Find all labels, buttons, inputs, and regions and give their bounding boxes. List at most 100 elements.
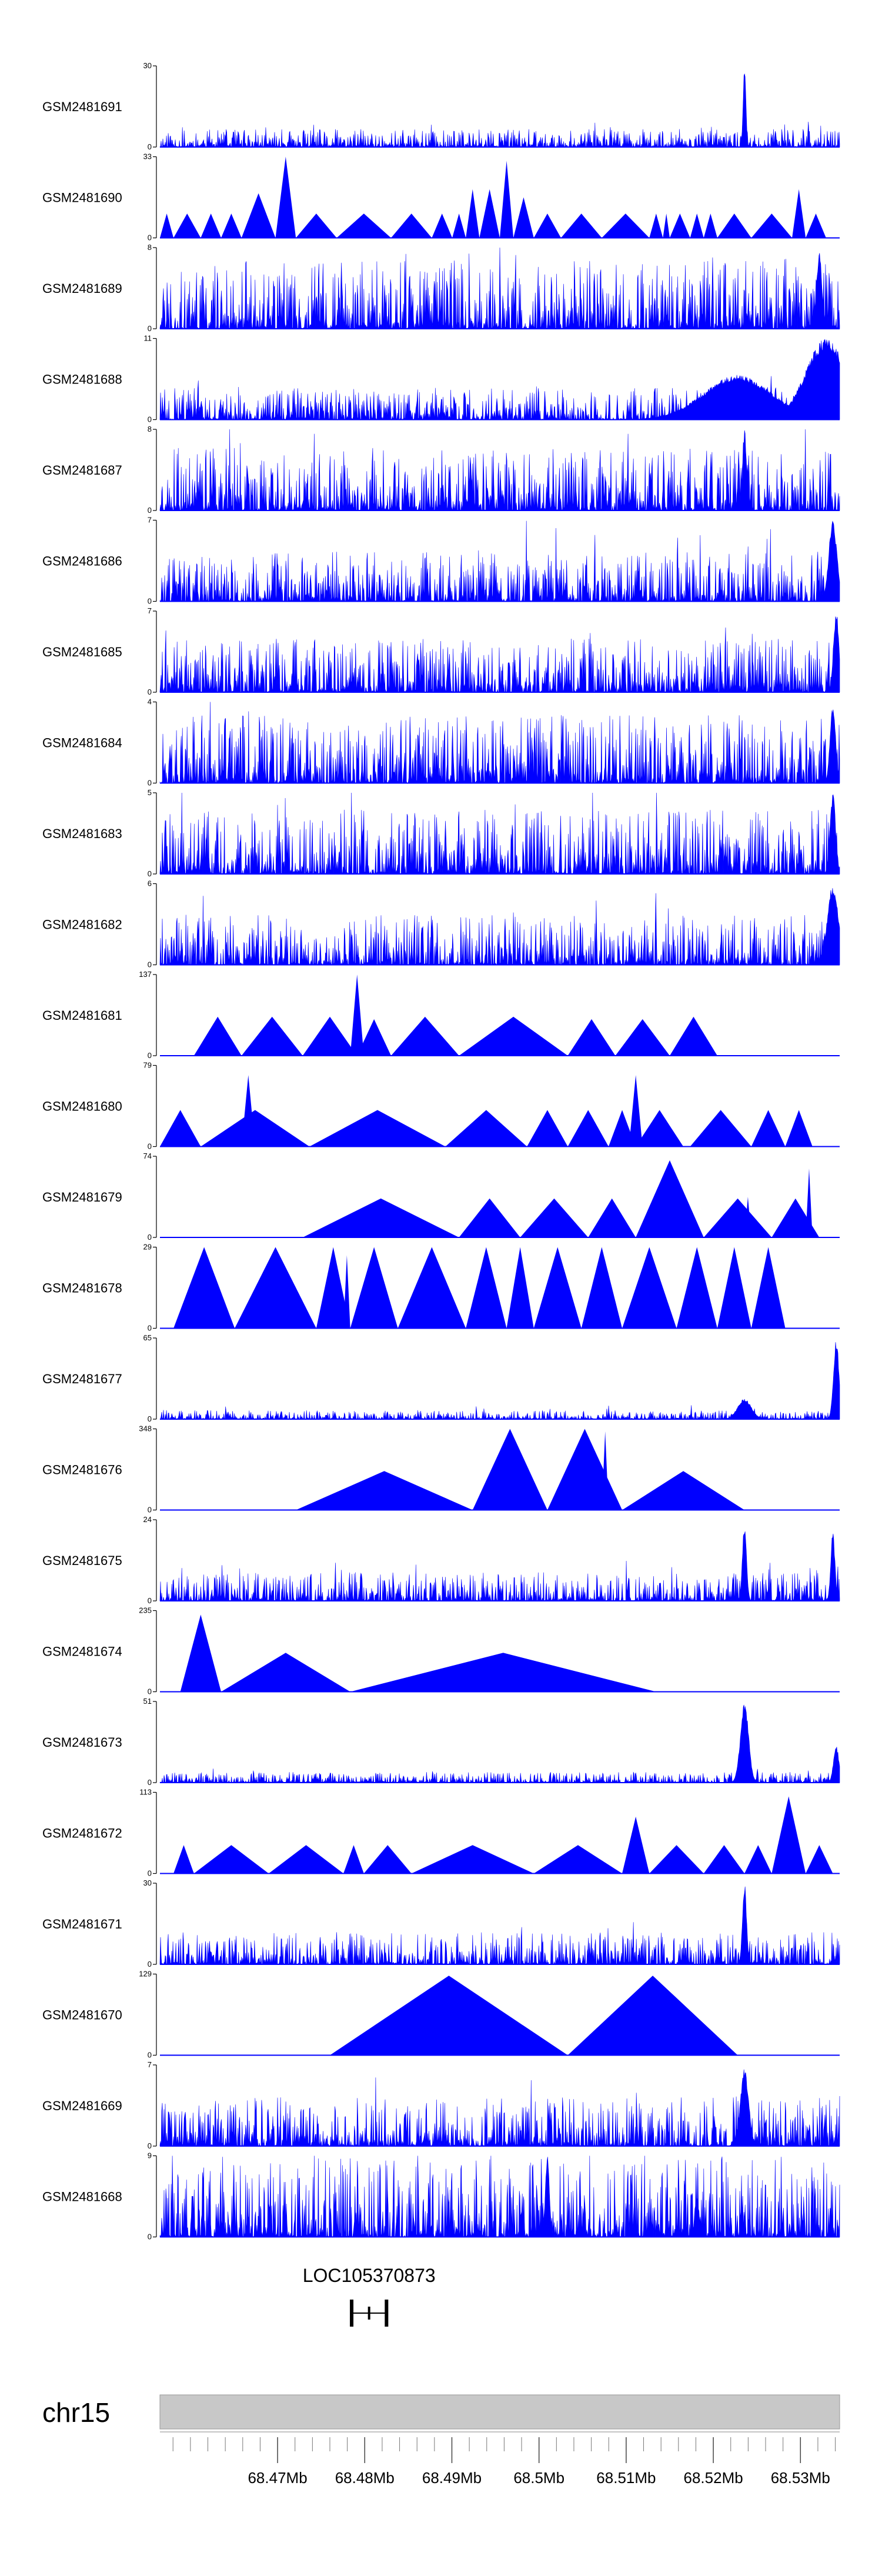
coverage-area bbox=[159, 520, 840, 602]
x-tick-label: 68.48Mb bbox=[335, 2469, 395, 2487]
coverage-triangle bbox=[806, 1845, 833, 1874]
y-tick-label-zero: 0 bbox=[148, 1414, 152, 1423]
coverage-triangle bbox=[350, 1653, 656, 1692]
track-label: GSM2481680 bbox=[42, 1099, 122, 1114]
coverage-triangle bbox=[602, 1431, 609, 1510]
coverage-triangle bbox=[296, 213, 337, 238]
coverage-triangle bbox=[649, 1845, 704, 1874]
y-tick-label-zero: 0 bbox=[148, 233, 152, 242]
y-tick-label-max: 29 bbox=[143, 1243, 152, 1252]
track-label: GSM2481687 bbox=[42, 463, 122, 478]
track-label: GSM2481689 bbox=[42, 281, 122, 296]
coverage-triangle bbox=[731, 1255, 738, 1329]
coverage-triangle bbox=[343, 1845, 364, 1874]
y-tick-label-max: 7 bbox=[148, 2060, 152, 2069]
coverage-triangle bbox=[622, 1816, 650, 1874]
y-tick-label-max: 4 bbox=[148, 698, 152, 706]
coverage-triangle bbox=[445, 1110, 527, 1147]
coverage-triangle bbox=[527, 1110, 568, 1147]
y-tick-label-zero: 0 bbox=[148, 1051, 152, 1060]
coverage-triangle bbox=[432, 213, 453, 238]
coverage-triangle bbox=[744, 1845, 772, 1874]
gene-annotation: LOC105370873 bbox=[303, 2265, 436, 2327]
coverage-triangle bbox=[268, 1845, 344, 1874]
coverage-triangle bbox=[459, 1016, 568, 1056]
y-tick-label-max: 8 bbox=[148, 243, 152, 252]
chromosome-ideogram: chr15 68.47Mb 68.48Mb 68.49Mb 68.5Mb 68.51Mb 6… bbox=[42, 2394, 840, 2487]
x-tick-label: 68.49Mb bbox=[422, 2469, 482, 2487]
track-GSM2481688: GSM2481688 11 0 bbox=[42, 334, 840, 424]
coverage-triangle bbox=[670, 213, 690, 238]
track-label: GSM2481672 bbox=[42, 1826, 122, 1841]
coverage-triangle bbox=[201, 1110, 310, 1147]
track-GSM2481675: GSM2481675 24 0 bbox=[42, 1515, 840, 1605]
coverage-triangle bbox=[302, 1198, 459, 1237]
y-tick-label-max: 51 bbox=[143, 1697, 152, 1706]
track-label: GSM2481670 bbox=[42, 2008, 122, 2023]
coverage-triangle bbox=[391, 1016, 459, 1056]
coverage-triangle bbox=[703, 1198, 772, 1237]
coverage-area bbox=[159, 1704, 840, 1784]
gene-exon bbox=[385, 2300, 389, 2327]
coverage-triangle bbox=[533, 1247, 582, 1329]
gene-exon bbox=[368, 2307, 370, 2320]
coverage-triangle bbox=[703, 1845, 745, 1874]
coverage-area bbox=[159, 1342, 840, 1420]
x-tick-label: 68.47Mb bbox=[248, 2469, 307, 2487]
track-GSM2481680: GSM2481680 79 0 bbox=[42, 1061, 840, 1151]
track-GSM2481672: GSM2481672 113 0 bbox=[42, 1788, 840, 1878]
y-tick-label-max: 33 bbox=[143, 152, 152, 161]
y-tick-label-max: 137 bbox=[139, 970, 152, 979]
track-GSM2481687: GSM2481687 8 0 bbox=[42, 425, 840, 515]
y-tick-label-max: 6 bbox=[148, 879, 152, 888]
track-GSM2481673: GSM2481673 51 0 bbox=[42, 1697, 840, 1787]
coverage-triangle bbox=[751, 213, 793, 238]
track-label: GSM2481686 bbox=[42, 554, 122, 569]
coverage-triangle bbox=[235, 1247, 316, 1329]
track-GSM2481679: GSM2481679 74 0 bbox=[42, 1152, 840, 1242]
track-label: GSM2481678 bbox=[42, 1281, 122, 1296]
coverage-triangle bbox=[193, 1845, 269, 1874]
coverage-triangle bbox=[561, 213, 602, 238]
coverage-triangle bbox=[173, 213, 201, 238]
coverage-triangle bbox=[567, 1976, 738, 2056]
y-tick-label-zero: 0 bbox=[148, 597, 152, 606]
track-label: GSM2481681 bbox=[42, 1008, 122, 1023]
y-tick-label-max: 24 bbox=[143, 1515, 152, 1524]
coverage-triangle bbox=[173, 1247, 235, 1329]
y-tick-label-zero: 0 bbox=[148, 2141, 152, 2150]
coverage-triangle bbox=[636, 1110, 684, 1147]
coverage-triangle bbox=[771, 1796, 806, 1874]
coverage-triangle bbox=[180, 1614, 222, 1692]
x-tick-label: 68.51Mb bbox=[596, 2469, 656, 2487]
coverage-triangle bbox=[703, 213, 717, 238]
coverage-triangle bbox=[806, 213, 826, 238]
coverage-area bbox=[159, 429, 840, 512]
y-tick-label-zero: 0 bbox=[148, 1506, 152, 1514]
y-tick-label-max: 11 bbox=[144, 334, 152, 343]
y-tick-label-zero: 0 bbox=[148, 1596, 152, 1605]
track-GSM2481682: GSM2481682 6 0 bbox=[42, 879, 840, 969]
coverage-triangle bbox=[350, 975, 364, 1056]
coverage-triangle bbox=[581, 1247, 623, 1329]
track-GSM2481683: GSM2481683 5 0 bbox=[42, 788, 840, 878]
track-label: GSM2481688 bbox=[42, 372, 122, 387]
coverage-triangle bbox=[241, 1075, 255, 1147]
coverage-triangle bbox=[717, 213, 751, 238]
coverage-triangle bbox=[241, 1016, 303, 1056]
coverage-triangle bbox=[602, 213, 650, 238]
y-tick-label-zero: 0 bbox=[148, 1233, 152, 1242]
track-GSM2481686: GSM2481686 7 0 bbox=[42, 516, 840, 606]
y-tick-label-max: 65 bbox=[143, 1333, 152, 1342]
coverage-triangle bbox=[500, 161, 514, 238]
y-tick-label-zero: 0 bbox=[148, 1869, 152, 1878]
coverage-area bbox=[159, 792, 840, 875]
track-GSM2481678: GSM2481678 29 0 bbox=[42, 1243, 840, 1333]
chromosome-label: chr15 bbox=[42, 2397, 110, 2428]
coverage-triangle bbox=[193, 1016, 242, 1056]
coverage-triangle bbox=[629, 1075, 643, 1147]
coverage-triangle bbox=[792, 189, 806, 238]
y-tick-label-max: 5 bbox=[148, 788, 152, 797]
track-GSM2481691: GSM2481691 30 0 bbox=[42, 61, 840, 151]
